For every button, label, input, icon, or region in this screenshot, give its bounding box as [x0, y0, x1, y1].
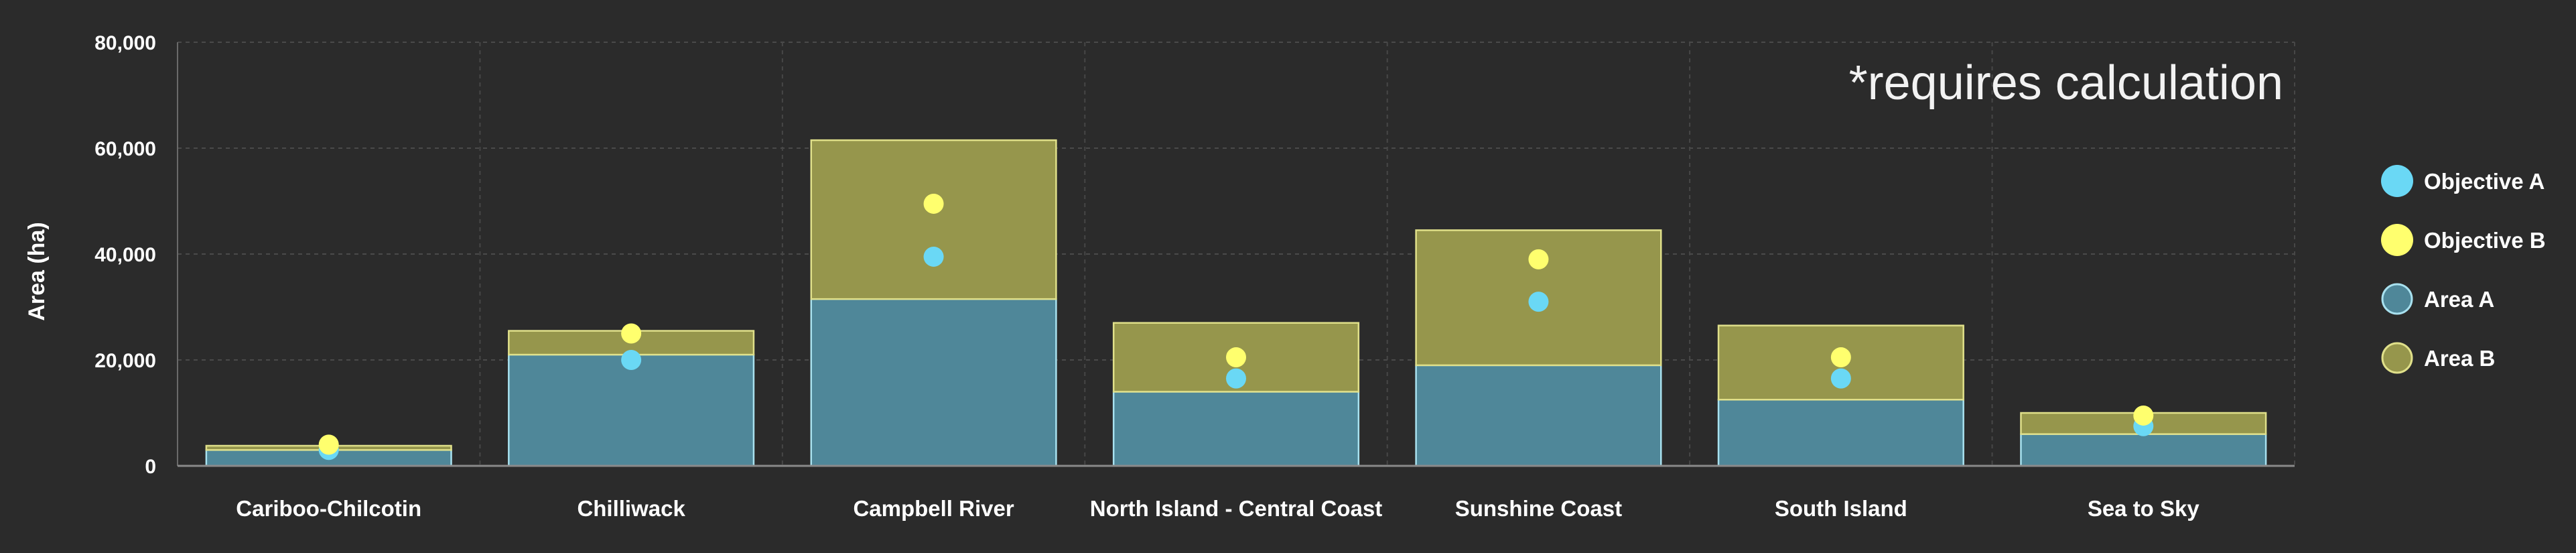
axes: 0 20,000 40,000 60,000 80,000 Cariboo-Chilcot… [94, 32, 2295, 521]
point-objective-a [1226, 368, 1246, 389]
point-objective-b [1226, 347, 1246, 368]
x-tick-label: Cariboo-Chilcotin [236, 496, 421, 521]
point-objective-b [1830, 347, 1851, 368]
point-objective-b [923, 193, 944, 214]
legend-label-area-b: Area B [2424, 346, 2495, 371]
point-objective-b [621, 323, 642, 344]
point-objective-a [923, 246, 944, 267]
bar-area-a [1717, 399, 1964, 467]
point-objective-b [318, 434, 339, 455]
bars [205, 139, 2267, 467]
bar-area-a [810, 298, 1057, 467]
x-tick-label: Sea to Sky [2088, 496, 2200, 521]
bar-area-a [508, 353, 755, 467]
x-tick-label: South Island [1775, 496, 1907, 521]
y-tick-label: 0 [145, 456, 156, 478]
y-tick-label: 80,000 [94, 32, 156, 54]
legend-marker-area-b [2381, 342, 2413, 374]
bar-area-b [810, 139, 1057, 300]
legend: Objective A Objective B Area A Area B [2381, 165, 2546, 374]
point-objective-b [1528, 249, 1549, 269]
point-objective-a [1528, 292, 1549, 312]
x-tick-label: Campbell River [853, 496, 1014, 521]
legend-marker-objective-a [2381, 165, 2413, 197]
annotation-text: *requires calculation [1849, 56, 2283, 110]
bar-area-a [1112, 391, 1360, 467]
x-tick-label: North Island - Central Coast [1090, 496, 1382, 521]
point-objective-a [621, 350, 642, 370]
bar-area-a [2020, 433, 2267, 467]
point-objective-a [1830, 368, 1851, 389]
legend-marker-area-a [2381, 283, 2413, 315]
y-tick-label: 20,000 [94, 350, 156, 372]
legend-marker-objective-b [2381, 224, 2413, 256]
x-tick-label: Chilliwack [577, 496, 685, 521]
legend-label-objective-a: Objective A [2424, 169, 2545, 194]
y-axis-label: Area (ha) [24, 222, 50, 320]
y-tick-label: 60,000 [94, 138, 156, 160]
legend-label-objective-b: Objective B [2424, 228, 2546, 253]
points [318, 193, 2154, 460]
x-tick-label: Sunshine Coast [1455, 496, 1622, 521]
point-objective-b [2133, 405, 2154, 426]
bar-area-a [1415, 364, 1662, 467]
y-tick-label: 40,000 [94, 244, 156, 266]
legend-label-area-a: Area A [2424, 287, 2494, 312]
